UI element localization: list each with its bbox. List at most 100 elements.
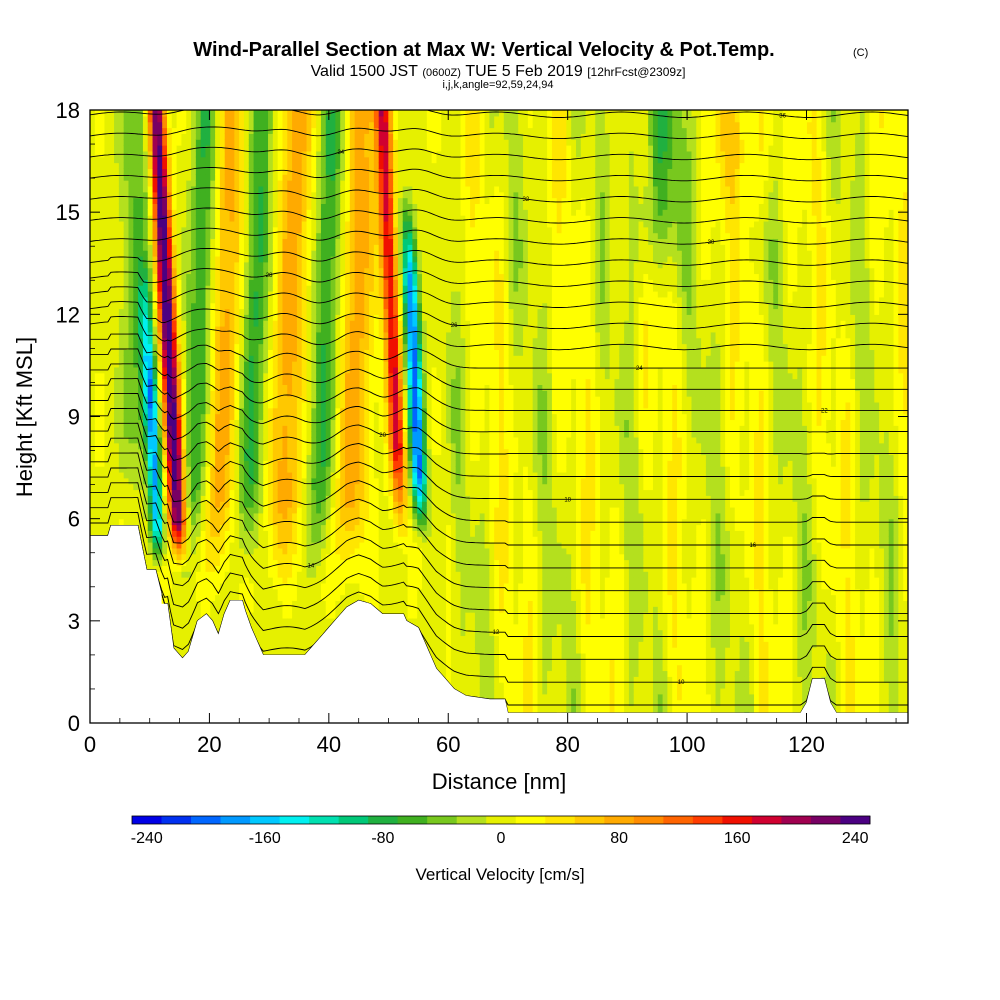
velocity-cell xyxy=(287,133,293,140)
velocity-cell xyxy=(258,512,264,520)
velocity-cell xyxy=(162,156,168,164)
velocity-cell xyxy=(152,518,158,526)
velocity-cell xyxy=(224,209,231,216)
velocity-cell xyxy=(109,512,115,520)
velocity-cell xyxy=(181,197,187,205)
velocity-cell xyxy=(234,442,240,450)
velocity-cell xyxy=(176,378,183,385)
velocity-cell xyxy=(253,150,260,158)
velocity-cell xyxy=(118,273,125,280)
velocity-cell xyxy=(301,127,308,134)
velocity-cell xyxy=(277,390,284,397)
velocity-cell xyxy=(205,168,211,175)
velocity-cell xyxy=(224,326,231,333)
velocity-cell xyxy=(191,536,197,543)
velocity-cell xyxy=(263,232,269,240)
velocity-cell xyxy=(268,314,274,321)
velocity-cell xyxy=(181,174,187,181)
velocity-cell xyxy=(123,471,130,479)
velocity-cell xyxy=(118,261,125,269)
velocity-cell xyxy=(243,413,250,421)
velocity-cell xyxy=(292,238,298,245)
velocity-cell xyxy=(104,308,110,315)
velocity-cell xyxy=(234,530,240,537)
velocity-cell xyxy=(181,115,187,123)
velocity-cell xyxy=(90,255,96,263)
velocity-cell xyxy=(104,290,110,298)
velocity-cell xyxy=(268,337,274,345)
velocity-cell xyxy=(128,273,134,280)
velocity-cell xyxy=(277,139,284,146)
velocity-cell xyxy=(205,366,211,374)
velocity-cell xyxy=(157,471,163,479)
velocity-cell xyxy=(205,302,211,310)
velocity-cell xyxy=(104,110,110,117)
velocity-cell xyxy=(263,483,269,491)
velocity-cell xyxy=(292,442,298,450)
velocity-cell xyxy=(157,314,163,321)
velocity-cell xyxy=(287,384,293,391)
velocity-cell xyxy=(186,489,192,496)
velocity-cell xyxy=(296,647,303,654)
velocity-cell xyxy=(287,238,293,245)
velocity-cell xyxy=(215,577,221,584)
velocity-cell xyxy=(219,133,226,140)
velocity-cell xyxy=(171,612,178,619)
velocity-cell xyxy=(157,436,163,444)
velocity-cell xyxy=(219,495,226,502)
velocity-cell xyxy=(243,512,250,520)
velocity-cell xyxy=(229,121,235,129)
velocity-cell xyxy=(292,185,298,193)
velocity-cell xyxy=(268,174,274,181)
velocity-cell xyxy=(210,366,216,374)
velocity-cell xyxy=(191,413,197,421)
velocity-cell xyxy=(90,267,96,275)
velocity-cell xyxy=(176,156,183,164)
velocity-cell xyxy=(99,226,106,234)
velocity-cell xyxy=(229,506,235,514)
velocity-cell xyxy=(239,127,245,134)
velocity-cell xyxy=(219,273,226,280)
velocity-cell xyxy=(200,606,207,613)
velocity-cell xyxy=(210,547,216,555)
velocity-cell xyxy=(176,326,183,333)
velocity-cell xyxy=(306,174,312,181)
velocity-cell xyxy=(133,209,139,216)
velocity-cell xyxy=(229,355,235,362)
velocity-cell xyxy=(181,617,187,625)
velocity-cell xyxy=(311,571,317,578)
velocity-cell xyxy=(147,267,154,275)
velocity-cell xyxy=(311,220,317,228)
velocity-cell xyxy=(248,296,255,304)
velocity-cell xyxy=(243,372,250,380)
velocity-cell xyxy=(128,197,134,205)
velocity-cell xyxy=(128,127,134,134)
velocity-cell xyxy=(147,547,154,555)
velocity-cell xyxy=(109,425,115,432)
velocity-cell xyxy=(272,530,279,537)
velocity-cell xyxy=(215,110,221,117)
velocity-cell xyxy=(191,361,197,368)
velocity-cell xyxy=(224,524,231,531)
velocity-cell xyxy=(186,413,192,421)
velocity-cell xyxy=(229,390,235,397)
velocity-cell xyxy=(316,454,322,461)
velocity-cell xyxy=(142,477,149,485)
velocity-cell xyxy=(191,220,197,228)
velocity-cell xyxy=(268,553,274,561)
velocity-cell xyxy=(292,343,298,350)
velocity-cell xyxy=(311,617,317,625)
velocity-cell xyxy=(316,594,322,601)
velocity-cell xyxy=(205,466,211,473)
velocity-cell xyxy=(292,582,298,590)
velocity-cell xyxy=(239,547,245,555)
velocity-cell xyxy=(277,244,284,251)
velocity-cell xyxy=(306,396,312,403)
velocity-cell xyxy=(219,361,226,368)
velocity-cell xyxy=(142,326,149,333)
velocity-cell xyxy=(191,518,197,526)
velocity-cell xyxy=(306,401,312,409)
velocity-cell xyxy=(263,279,269,286)
velocity-cell xyxy=(287,460,293,467)
velocity-cell xyxy=(215,314,221,321)
